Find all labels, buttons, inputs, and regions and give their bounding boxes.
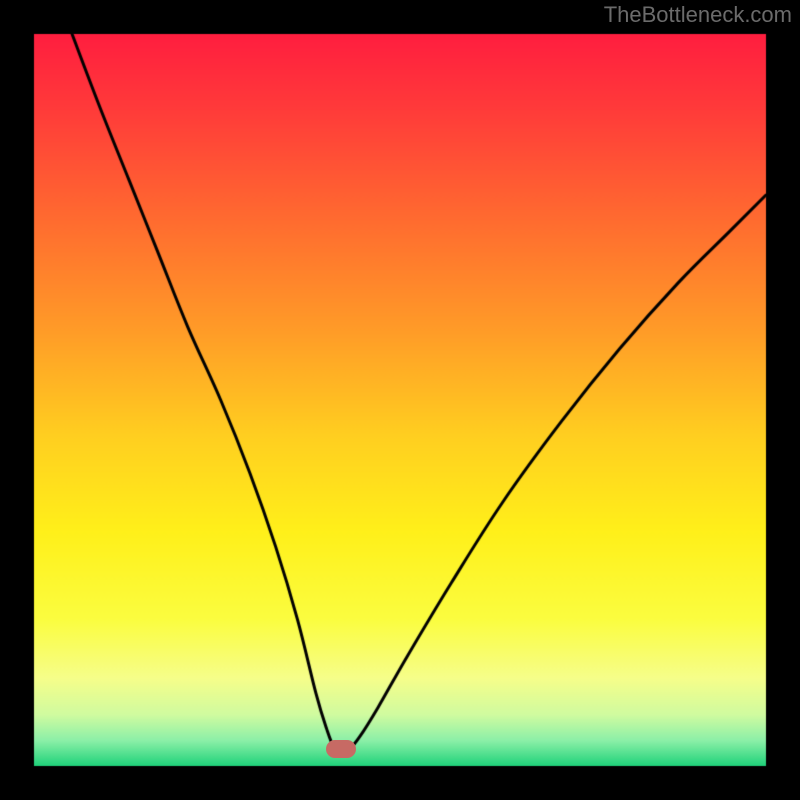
chart-stage: TheBottleneck.com xyxy=(0,0,800,800)
bottleneck-curve xyxy=(0,0,800,800)
